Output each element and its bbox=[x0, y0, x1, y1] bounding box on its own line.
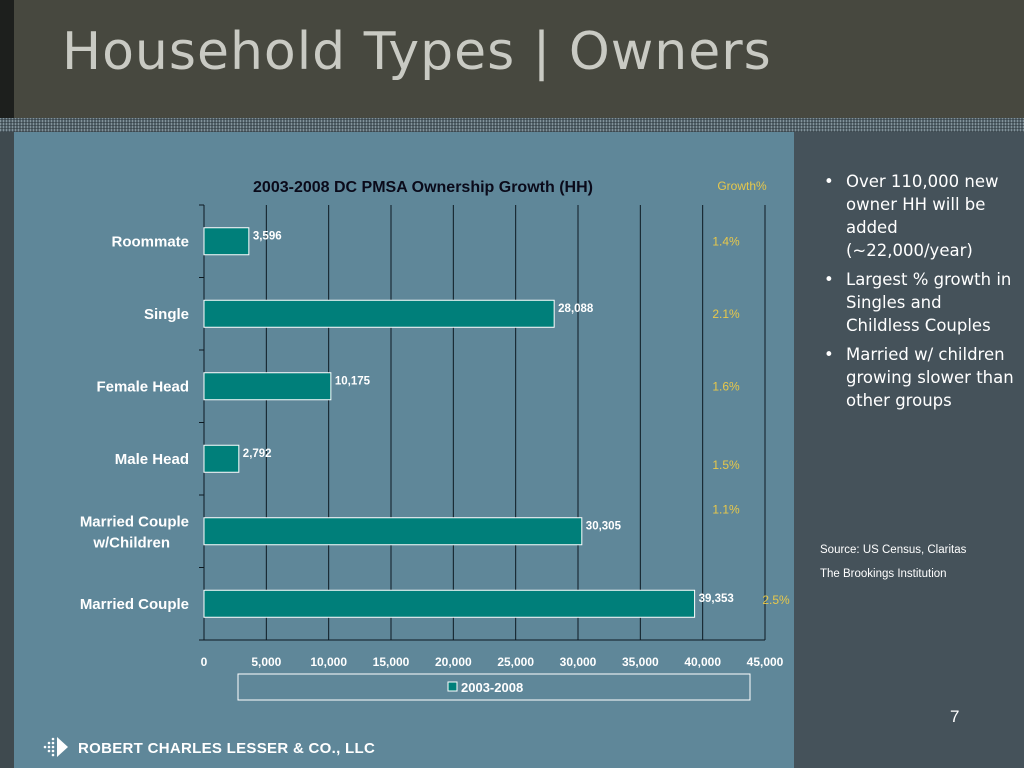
category-label: Roommate bbox=[111, 233, 189, 250]
legend-box bbox=[237, 673, 751, 701]
bullet-icon: • bbox=[824, 345, 834, 364]
notes-panel bbox=[794, 132, 1024, 768]
bullet-icon: • bbox=[824, 270, 834, 289]
x-tick-label: 30,000 bbox=[560, 655, 597, 669]
page-number: 7 bbox=[950, 707, 960, 726]
data-label: 39,353 bbox=[699, 593, 734, 605]
source-note: Source: US Census, Claritas bbox=[820, 544, 967, 556]
x-tick-label: 10,000 bbox=[310, 655, 347, 669]
bar bbox=[203, 517, 583, 546]
data-label: 28,088 bbox=[558, 303, 594, 315]
x-tick-label: 20,000 bbox=[435, 655, 472, 669]
growth-value: 1.1% bbox=[712, 502, 740, 516]
source-note: The Brookings Institution bbox=[820, 568, 947, 580]
legend-label: 2003-2008 bbox=[461, 680, 523, 695]
category-label: w/Children bbox=[92, 534, 170, 551]
category-label: Male Head bbox=[115, 451, 189, 468]
key-point-text: Over 110,000 new owner HH will be added … bbox=[846, 172, 999, 260]
category-label: Female Head bbox=[96, 378, 189, 395]
x-tick-label: 35,000 bbox=[622, 655, 659, 669]
category-label: Married Couple bbox=[80, 596, 189, 613]
bullet-icon: • bbox=[824, 172, 834, 191]
slide-title: Household Types | Owners bbox=[62, 22, 772, 82]
growth-header: Growth% bbox=[717, 179, 767, 193]
bar bbox=[203, 372, 332, 401]
category-label: Married Couple bbox=[80, 513, 189, 530]
title-panel bbox=[14, 0, 1024, 118]
x-tick-label: 15,000 bbox=[373, 655, 410, 669]
bar bbox=[203, 227, 250, 256]
x-tick-label: 40,000 bbox=[684, 655, 721, 669]
key-points-list: • Over 110,000 new owner HH will be added… bbox=[820, 170, 1020, 418]
decorative-stripe-overlay bbox=[0, 118, 1024, 132]
x-tick-label: 45,000 bbox=[747, 655, 784, 669]
key-point: • Over 110,000 new owner HH will be added… bbox=[820, 170, 1020, 262]
key-point: • Largest % growth in Singles and Childle… bbox=[820, 268, 1020, 337]
bar bbox=[203, 589, 696, 618]
x-tick-label: 25,000 bbox=[497, 655, 534, 669]
key-point-text: Largest % growth in Singles and Childles… bbox=[846, 270, 1012, 335]
data-label: 3,596 bbox=[253, 230, 282, 242]
data-label: 10,175 bbox=[335, 375, 371, 387]
data-label: 2,792 bbox=[243, 448, 272, 460]
bar bbox=[203, 299, 555, 328]
key-point-text: Married w/ children growing slower than … bbox=[846, 345, 1014, 410]
data-label: 30,305 bbox=[586, 520, 622, 532]
company-name: ROBERT CHARLES LESSER & CO., LLC bbox=[78, 740, 376, 757]
growth-value: 2.5% bbox=[762, 593, 790, 607]
x-tick-label: 0 bbox=[201, 655, 208, 669]
chart-panel bbox=[14, 132, 794, 768]
key-point: • Married w/ children growing slower than… bbox=[820, 343, 1020, 412]
chart-title: 2003-2008 DC PMSA Ownership Growth (HH) bbox=[253, 179, 593, 196]
category-label: Single bbox=[144, 306, 189, 323]
x-tick-label: 5,000 bbox=[251, 655, 281, 669]
bar bbox=[203, 444, 240, 473]
growth-value: 2.1% bbox=[712, 307, 740, 321]
growth-value: 1.6% bbox=[712, 379, 740, 393]
company-logo-icon bbox=[43, 737, 68, 757]
growth-value: 1.5% bbox=[712, 458, 740, 472]
growth-value: 1.4% bbox=[712, 234, 740, 248]
legend-swatch bbox=[447, 681, 458, 692]
